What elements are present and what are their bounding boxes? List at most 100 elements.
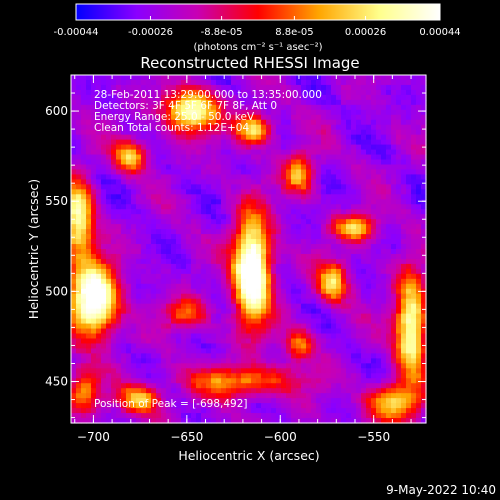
heatmap-cell — [101, 313, 107, 320]
heatmap-cell — [321, 75, 327, 81]
heatmap-cell — [341, 84, 347, 91]
heatmap-cell — [156, 298, 162, 305]
heatmap-cell — [411, 159, 417, 166]
heatmap-cell — [156, 288, 162, 295]
heatmap-cell — [296, 288, 302, 295]
heatmap-cell — [171, 373, 177, 379]
heatmap-cell — [136, 244, 142, 250]
heatmap-cell — [226, 418, 232, 424]
heatmap-cell — [416, 89, 422, 96]
heatmap-cell — [366, 164, 372, 171]
heatmap-cell — [91, 253, 97, 260]
heatmap-cell — [416, 268, 422, 275]
heatmap-cell — [121, 278, 127, 285]
heatmap-cell — [336, 418, 342, 424]
heatmap-cell — [176, 89, 182, 96]
heatmap-cell — [151, 373, 157, 379]
heatmap-cell — [146, 403, 152, 409]
heatmap-cell — [91, 229, 97, 235]
heatmap-cell — [116, 368, 122, 374]
heatmap-cell — [196, 234, 202, 240]
heatmap-cell — [376, 343, 382, 350]
heatmap-cell — [321, 278, 327, 285]
heatmap-cell — [301, 403, 307, 409]
heatmap-cell — [371, 219, 377, 225]
heatmap-cell — [211, 124, 217, 131]
heatmap-cell — [216, 418, 222, 424]
heatmap-cell — [131, 224, 137, 230]
heatmap-cell — [296, 413, 302, 419]
heatmap-cell — [416, 258, 422, 265]
heatmap-cell — [311, 338, 317, 345]
heatmap-cell — [326, 263, 332, 270]
heatmap-cell — [86, 214, 92, 220]
heatmap-cell — [371, 283, 377, 290]
heatmap-cell — [186, 154, 192, 161]
heatmap-cell — [421, 209, 427, 215]
heatmap-cell — [116, 403, 122, 409]
heatmap-cell — [101, 258, 107, 265]
heatmap-cell — [366, 204, 372, 210]
heatmap-cell — [111, 124, 117, 131]
heatmap-cell — [391, 378, 397, 384]
heatmap-cell — [326, 283, 332, 290]
heatmap-cell — [246, 79, 252, 86]
heatmap-cell — [121, 244, 127, 250]
heatmap-cell — [131, 149, 137, 156]
heatmap-cell — [376, 149, 382, 156]
heatmap-cell — [116, 209, 122, 215]
heatmap-cell — [286, 373, 292, 379]
heatmap-cell — [336, 383, 342, 389]
heatmap-cell — [306, 139, 312, 146]
heatmap-cell — [316, 219, 322, 225]
heatmap-cell — [196, 109, 202, 116]
heatmap-cell — [71, 353, 77, 359]
heatmap-cell — [241, 253, 247, 260]
heatmap-cell — [181, 293, 187, 300]
heatmap-cell — [131, 263, 137, 270]
heatmap-cell — [321, 368, 327, 374]
heatmap-cell — [81, 104, 87, 111]
heatmap-cell — [326, 328, 332, 335]
heatmap-cell — [291, 328, 297, 335]
heatmap-cell — [106, 408, 112, 414]
heatmap-cell — [261, 328, 267, 335]
heatmap-cell — [321, 84, 327, 91]
heatmap-cell — [406, 393, 412, 399]
heatmap-cell — [346, 89, 352, 96]
heatmap-cell — [261, 333, 267, 340]
heatmap-cell — [166, 283, 172, 290]
heatmap-cell — [96, 273, 102, 280]
heatmap-cell — [161, 373, 167, 379]
heatmap-cell — [71, 114, 77, 121]
heatmap-cell — [266, 134, 272, 141]
heatmap-cell — [401, 373, 407, 379]
heatmap-cell — [281, 229, 287, 235]
heatmap-cell — [331, 79, 337, 86]
heatmap-cell — [236, 109, 242, 116]
heatmap-cell — [121, 194, 127, 200]
heatmap-cell — [146, 189, 152, 195]
heatmap-cell — [386, 109, 392, 116]
heatmap-cell — [321, 234, 327, 240]
heatmap-cell — [206, 204, 212, 210]
heatmap-cell — [296, 338, 302, 345]
heatmap-cell — [146, 318, 152, 325]
heatmap-cell — [111, 253, 117, 260]
heatmap-cell — [181, 323, 187, 330]
heatmap-cell — [401, 318, 407, 325]
heatmap-cell — [351, 114, 357, 121]
heatmap-cell — [206, 288, 212, 295]
heatmap-cell — [316, 373, 322, 379]
heatmap-cell — [101, 368, 107, 374]
heatmap-cell — [96, 184, 102, 190]
heatmap-cell — [411, 293, 417, 300]
heatmap-cell — [406, 278, 412, 285]
heatmap-cell — [286, 199, 292, 205]
heatmap-cell — [231, 114, 237, 121]
heatmap-cell — [121, 328, 127, 335]
heatmap-cell — [241, 283, 247, 290]
heatmap-cell — [151, 239, 157, 245]
heatmap-cell — [181, 338, 187, 345]
heatmap-cell — [251, 174, 257, 180]
